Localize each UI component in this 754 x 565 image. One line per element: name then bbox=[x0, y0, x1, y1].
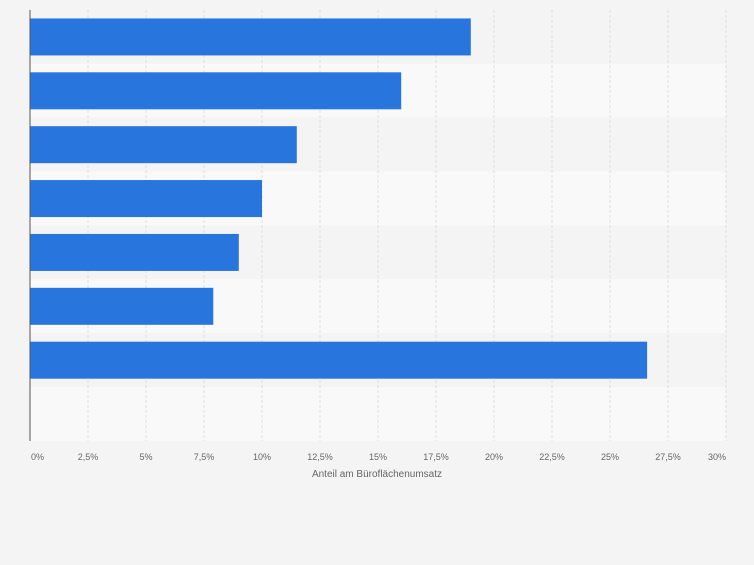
x-tick-label: 12,5% bbox=[307, 452, 333, 462]
x-tick-label: 7,5% bbox=[194, 452, 215, 462]
x-axis-title: Anteil am Büroflächenumsatz bbox=[312, 469, 442, 480]
x-tick-label: 5% bbox=[139, 452, 152, 462]
x-tick-label: 20% bbox=[485, 452, 503, 462]
x-tick-label: 17,5% bbox=[423, 452, 449, 462]
x-tick-label: 27,5% bbox=[655, 452, 681, 462]
x-tick-labels: 0% 2,5% 5% 7,5% 10% 12,5% 15% 17,5% 20% 22,5% 25% 2… bbox=[31, 452, 726, 462]
x-tick-label: 25% bbox=[601, 452, 619, 462]
x-tick-label: 10% bbox=[253, 452, 271, 462]
bar bbox=[30, 287, 214, 325]
bar bbox=[30, 180, 262, 218]
x-tick-label: 2,5% bbox=[78, 452, 99, 462]
bar bbox=[30, 72, 402, 110]
bars bbox=[30, 18, 648, 379]
bar bbox=[30, 126, 297, 164]
x-tick-label: 22,5% bbox=[539, 452, 565, 462]
bar bbox=[30, 233, 239, 271]
x-tick-label: 15% bbox=[369, 452, 387, 462]
x-tick-label: 0% bbox=[31, 452, 44, 462]
bar bbox=[30, 18, 471, 56]
bar bbox=[30, 341, 648, 379]
x-tick-label: 30% bbox=[708, 452, 726, 462]
